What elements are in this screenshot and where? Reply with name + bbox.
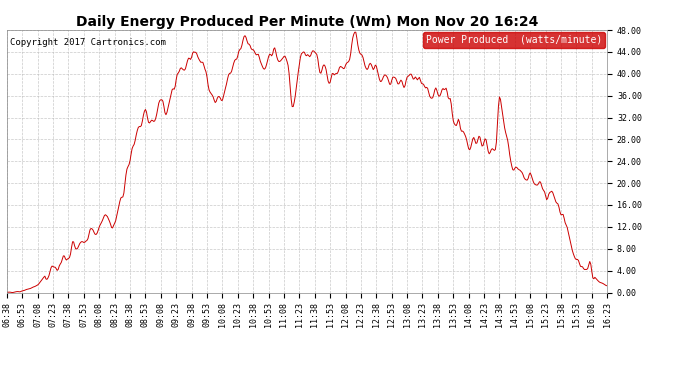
Text: Copyright 2017 Cartronics.com: Copyright 2017 Cartronics.com	[10, 38, 166, 47]
Title: Daily Energy Produced Per Minute (Wm) Mon Nov 20 16:24: Daily Energy Produced Per Minute (Wm) Mo…	[76, 15, 538, 29]
Legend: Power Produced  (watts/minute): Power Produced (watts/minute)	[423, 32, 605, 48]
